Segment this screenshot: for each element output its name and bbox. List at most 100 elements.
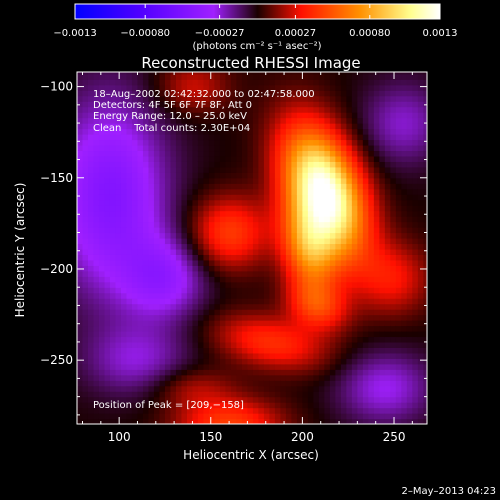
heatmap-pixel <box>274 413 282 420</box>
heatmap-pixel <box>379 418 386 424</box>
heatmap-pixel <box>219 134 227 141</box>
heatmap-pixel <box>252 161 260 168</box>
heatmap-pixel <box>214 188 221 195</box>
heatmap-pixel <box>307 374 314 381</box>
heatmap-pixel <box>170 188 177 195</box>
heatmap-pixel <box>373 73 380 80</box>
heatmap-pixel <box>252 106 260 113</box>
heatmap-pixel <box>126 292 133 299</box>
heatmap-pixel <box>131 172 139 179</box>
heatmap-pixel <box>274 73 282 80</box>
heatmap-pixel <box>236 352 243 359</box>
heatmap-pixel <box>423 413 427 420</box>
heatmap-pixel <box>296 123 303 130</box>
heatmap-pixel <box>390 402 397 409</box>
heatmap-pixel <box>373 237 380 245</box>
heatmap-pixel <box>280 369 287 376</box>
heatmap-pixel <box>423 391 427 398</box>
heatmap-pixel <box>395 259 402 266</box>
heatmap-pixel <box>346 210 353 217</box>
heatmap-pixel <box>126 72 133 75</box>
heatmap-pixel <box>335 216 342 223</box>
heatmap-pixel <box>142 281 150 288</box>
heatmap-pixel <box>340 106 347 113</box>
heatmap-pixel <box>164 352 172 359</box>
heatmap-pixel <box>280 243 287 250</box>
heatmap-pixel <box>153 232 161 239</box>
heatmap-pixel <box>115 325 122 332</box>
heatmap-pixel <box>274 314 282 321</box>
heatmap-pixel <box>280 144 287 152</box>
heatmap-pixel <box>285 352 292 359</box>
heatmap-pixel <box>307 177 314 184</box>
heatmap-pixel <box>192 79 199 86</box>
heatmap-pixel <box>384 188 391 195</box>
heatmap-pixel <box>362 155 369 162</box>
heatmap-pixel <box>115 155 122 162</box>
heatmap-pixel <box>329 418 336 424</box>
heatmap-pixel <box>384 352 391 359</box>
heatmap-pixel <box>219 123 227 130</box>
heatmap-pixel <box>280 276 287 283</box>
heatmap-pixel <box>285 134 292 141</box>
heatmap-pixel <box>137 106 144 113</box>
heatmap-pixel <box>395 172 402 179</box>
heatmap-pixel <box>346 106 353 113</box>
heatmap-pixel <box>120 391 128 398</box>
heatmap-pixel <box>230 396 238 403</box>
heatmap-pixel <box>412 90 419 97</box>
heatmap-pixel <box>126 396 133 403</box>
heatmap-pixel <box>379 363 386 370</box>
heatmap-pixel <box>104 84 111 91</box>
heatmap-pixel <box>93 237 100 245</box>
heatmap-pixel <box>318 227 325 234</box>
heatmap-pixel <box>98 358 106 365</box>
heatmap-pixel <box>280 292 287 299</box>
heatmap-area <box>77 72 427 424</box>
heatmap-pixel <box>153 79 161 86</box>
heatmap-pixel <box>373 101 380 108</box>
heatmap-pixel <box>357 221 364 228</box>
heatmap-pixel <box>241 391 249 398</box>
heatmap-pixel <box>192 298 199 305</box>
heatmap-pixel <box>280 117 287 124</box>
heatmap-pixel <box>318 314 325 321</box>
heatmap-pixel <box>236 248 243 255</box>
heatmap-pixel <box>109 314 117 321</box>
heatmap-pixel <box>236 150 243 157</box>
heatmap-pixel <box>236 112 243 119</box>
heatmap-pixel <box>87 155 95 162</box>
heatmap-pixel <box>148 402 155 409</box>
heatmap-pixel <box>340 144 347 152</box>
heatmap-pixel <box>285 166 292 173</box>
heatmap-pixel <box>236 177 243 184</box>
heatmap-pixel <box>379 402 386 409</box>
heatmap-pixel <box>77 347 84 354</box>
heatmap-pixel <box>329 374 336 381</box>
heatmap-pixel <box>401 177 408 184</box>
heatmap-pixel <box>115 363 122 370</box>
heatmap-pixel <box>324 73 331 80</box>
heatmap-pixel <box>192 243 199 250</box>
heatmap-pixel <box>417 396 424 403</box>
heatmap-pixel <box>280 139 287 146</box>
heatmap-pixel <box>120 352 128 359</box>
heatmap-pixel <box>296 101 303 108</box>
heatmap-pixel <box>362 123 369 130</box>
heatmap-pixel <box>401 309 408 316</box>
heatmap-pixel <box>417 325 424 332</box>
heatmap-pixel <box>335 144 342 152</box>
heatmap-pixel <box>395 413 402 420</box>
heatmap-pixel <box>104 358 111 365</box>
heatmap-pixel <box>241 172 249 179</box>
heatmap-pixel <box>291 79 298 86</box>
heatmap-pixel <box>186 139 194 146</box>
heatmap-pixel <box>131 369 139 376</box>
heatmap-pixel <box>384 183 391 190</box>
heatmap-pixel <box>258 259 265 266</box>
heatmap-pixel <box>373 166 380 173</box>
heatmap-pixel <box>159 265 166 272</box>
heatmap-pixel <box>197 320 205 327</box>
heatmap-pixel <box>390 358 397 365</box>
heatmap-pixel <box>82 303 89 310</box>
